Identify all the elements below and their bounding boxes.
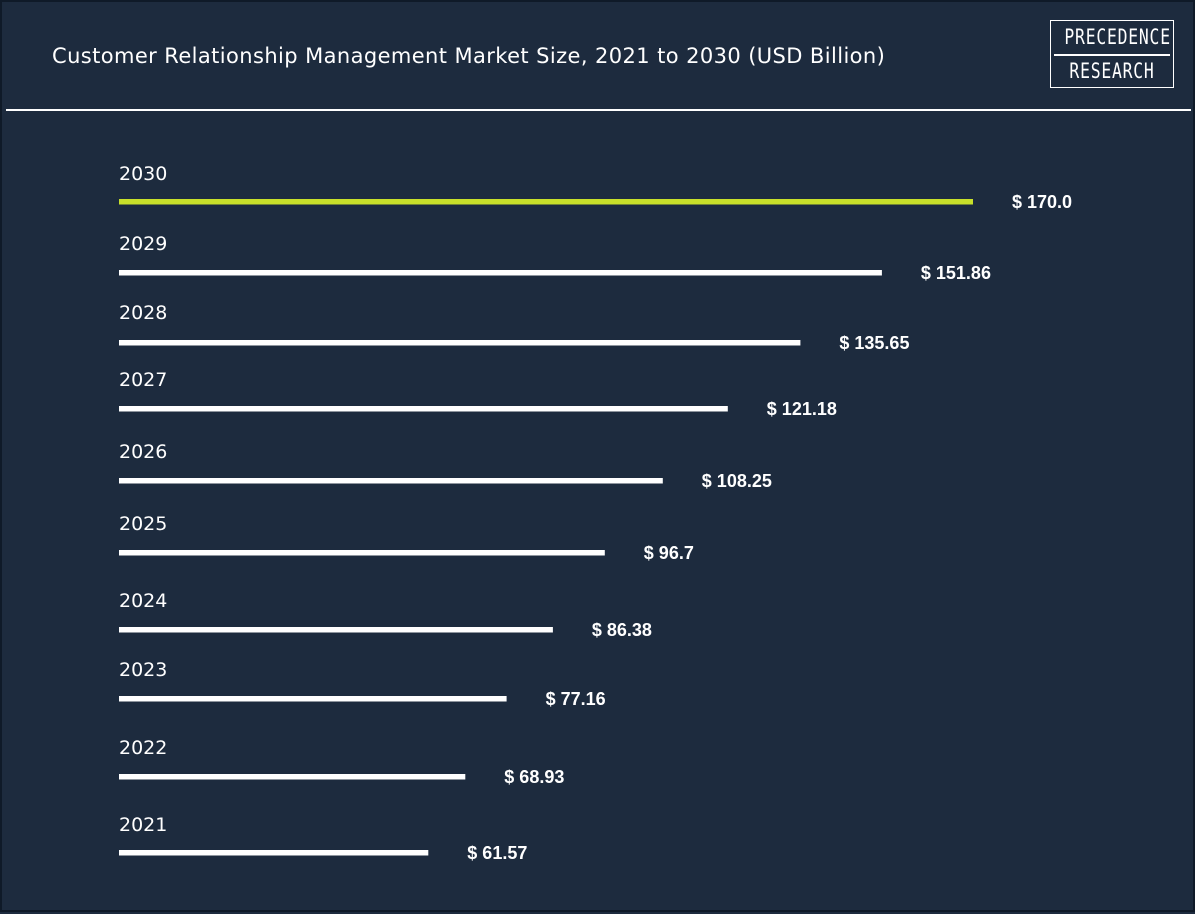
category-label-2022: 2022 — [119, 737, 167, 759]
category-label-2030: 2030 — [119, 163, 167, 185]
logo-text-line2: RESEARCH — [1069, 59, 1155, 83]
bar-2023 — [119, 696, 507, 702]
category-label-2021: 2021 — [119, 814, 167, 836]
header-divider — [6, 109, 1191, 111]
value-label-2026: $ 108.25 — [702, 471, 772, 491]
value-label-2021: $ 61.57 — [467, 843, 527, 863]
bar-2022 — [119, 774, 466, 780]
category-label-2029: 2029 — [119, 233, 167, 255]
category-label-2027: 2027 — [119, 369, 167, 391]
logo-divider — [1054, 54, 1170, 56]
value-label-2022: $ 68.93 — [504, 767, 564, 787]
bar-2030 — [119, 199, 973, 205]
chart-title: Customer Relationship Management Market … — [52, 44, 886, 68]
bar-2021 — [119, 850, 429, 856]
category-label-2025: 2025 — [119, 513, 167, 535]
value-label-2028: $ 135.65 — [839, 333, 909, 353]
bar-2026 — [119, 478, 663, 484]
bar-2024 — [119, 627, 553, 633]
value-label-2024: $ 86.38 — [592, 620, 652, 640]
bar-2028 — [119, 340, 801, 346]
value-label-2027: $ 121.18 — [767, 399, 837, 419]
value-label-2029: $ 151.86 — [921, 263, 991, 283]
logo-text-line1: PRECEDENCE — [1064, 25, 1171, 49]
brand-logo: PRECEDENCE RESEARCH — [1050, 20, 1174, 88]
value-label-2030: $ 170.0 — [1012, 192, 1072, 212]
bar-2029 — [119, 270, 882, 276]
category-label-2024: 2024 — [119, 590, 167, 612]
category-label-2023: 2023 — [119, 659, 167, 681]
category-label-2028: 2028 — [119, 302, 167, 324]
category-label-2026: 2026 — [119, 441, 167, 463]
value-label-2023: $ 77.16 — [546, 689, 606, 709]
value-label-2025: $ 96.7 — [644, 543, 694, 563]
bar-2025 — [119, 550, 605, 556]
bar-2027 — [119, 406, 728, 412]
